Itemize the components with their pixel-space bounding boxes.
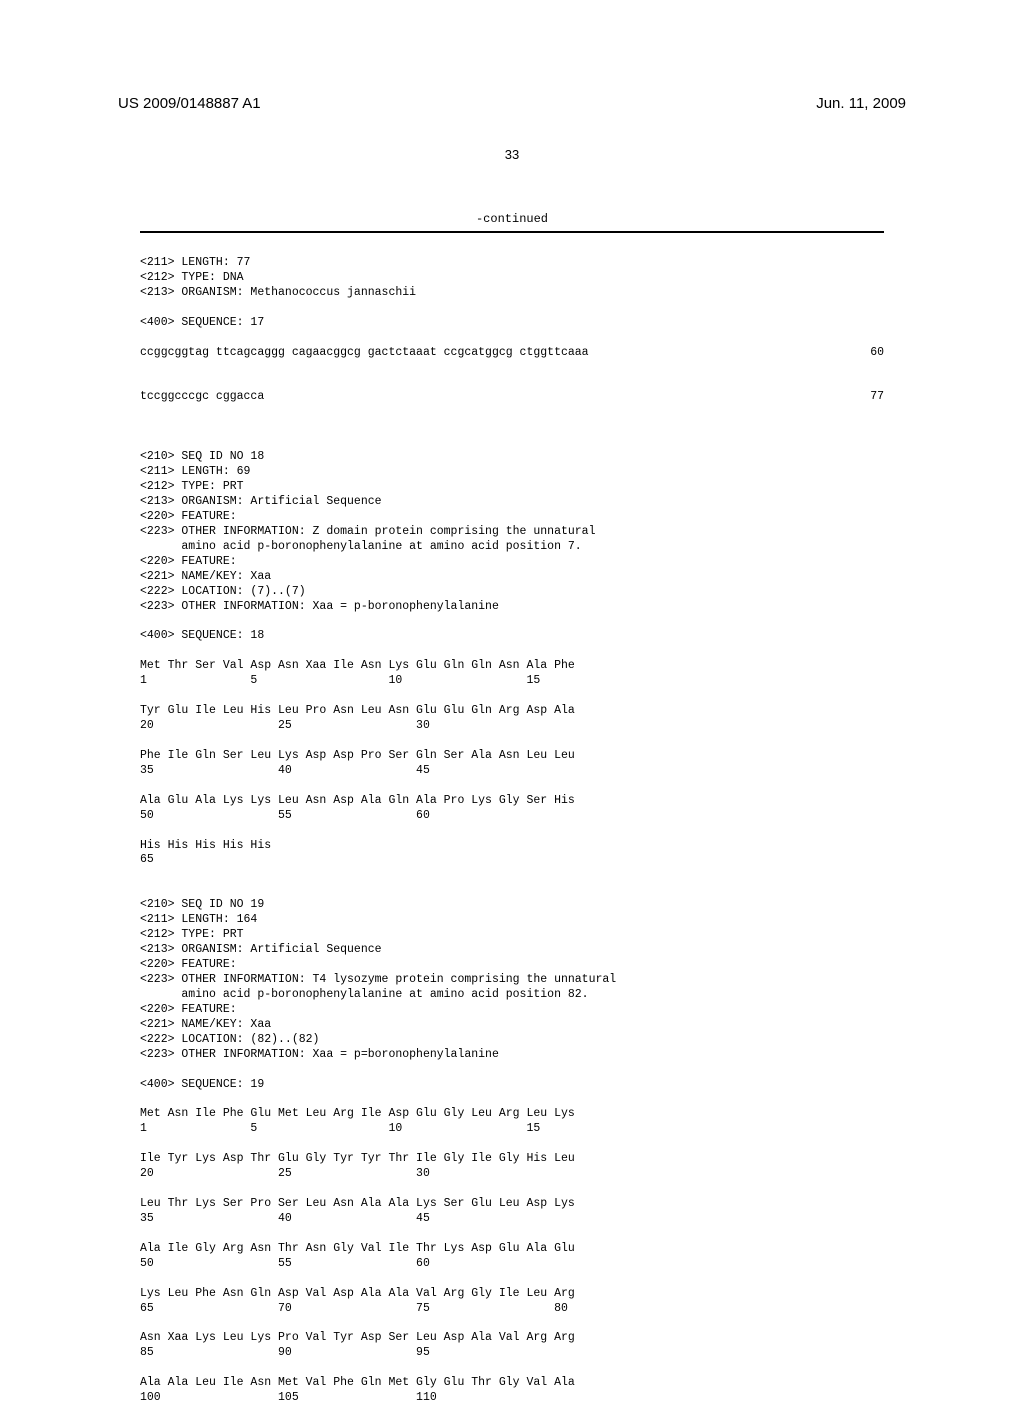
seq19-protein-nums3: 35 40 45	[140, 1212, 430, 1225]
seq18-protein-row1: Met Thr Ser Val Asp Asn Xaa Ile Asn Lys …	[140, 659, 575, 672]
seq17-dna-line2: tccggcccgc cggacca	[140, 390, 830, 405]
page-header: US 2009/0148887 A1 Jun. 11, 2009	[0, 0, 1024, 112]
continued-label: -continued	[140, 212, 884, 231]
seq18-protein-nums1: 1 5 10 15	[140, 674, 540, 687]
seq19-type: <212> TYPE: PRT	[140, 928, 244, 941]
seq19-location: <222> LOCATION: (82)..(82)	[140, 1033, 319, 1046]
seq18-other-info1b: amino acid p-boronophenylalanine at amin…	[140, 540, 582, 553]
seq17-length: <211> LENGTH: 77	[140, 256, 250, 269]
seq19-protein-nums6: 85 90 95	[140, 1346, 430, 1359]
seq19-protein-row3: Leu Thr Lys Ser Pro Ser Leu Asn Ala Ala …	[140, 1197, 575, 1210]
seq19-protein-row7: Ala Ala Leu Ile Asn Met Val Phe Gln Met …	[140, 1376, 575, 1389]
seq18-protein-nums4: 50 55 60	[140, 809, 430, 822]
sequence-listing: <211> LENGTH: 77 <212> TYPE: DNA <213> O…	[140, 241, 884, 1406]
seq18-type: <212> TYPE: PRT	[140, 480, 244, 493]
seq18-location: <222> LOCATION: (7)..(7)	[140, 585, 306, 598]
seq19-length: <211> LENGTH: 164	[140, 913, 257, 926]
seq19-protein-nums4: 50 55 60	[140, 1257, 430, 1270]
seq17-sequence-tag: <400> SEQUENCE: 17	[140, 316, 264, 329]
seq19-name-key: <221> NAME/KEY: Xaa	[140, 1018, 271, 1031]
seq18-sequence-tag: <400> SEQUENCE: 18	[140, 629, 264, 642]
separator-line	[140, 231, 884, 233]
seq18-protein-nums3: 35 40 45	[140, 764, 430, 777]
seq18-protein-nums2: 20 25 30	[140, 719, 430, 732]
seq18-protein-row4: Ala Glu Ala Lys Lys Leu Asn Asp Ala Gln …	[140, 794, 575, 807]
seq17-num2: 77	[830, 390, 884, 405]
seq18-feature2: <220> FEATURE:	[140, 555, 237, 568]
seq18-protein-row2: Tyr Glu Ile Leu His Leu Pro Asn Leu Asn …	[140, 704, 575, 717]
seq19-protein-row1: Met Asn Ile Phe Glu Met Leu Arg Ile Asp …	[140, 1107, 575, 1120]
seq19-protein-row4: Ala Ile Gly Arg Asn Thr Asn Gly Val Ile …	[140, 1242, 575, 1255]
seq19-protein-nums7: 100 105 110	[140, 1391, 437, 1404]
seq19-other-info1b: amino acid p-boronophenylalanine at amin…	[140, 988, 589, 1001]
seq19-protein-row5: Lys Leu Phe Asn Gln Asp Val Asp Ala Ala …	[140, 1287, 575, 1300]
document-date: Jun. 11, 2009	[816, 95, 906, 112]
seq18-feature1: <220> FEATURE:	[140, 510, 237, 523]
seq19-feature1: <220> FEATURE:	[140, 958, 237, 971]
seq19-id: <210> SEQ ID NO 19	[140, 898, 264, 911]
seq19-protein-nums5: 65 70 75 80	[140, 1302, 568, 1315]
seq18-id: <210> SEQ ID NO 18	[140, 450, 264, 463]
document-number: US 2009/0148887 A1	[118, 95, 261, 112]
seq17-type: <212> TYPE: DNA	[140, 271, 244, 284]
seq19-protein-row6: Asn Xaa Lys Leu Lys Pro Val Tyr Asp Ser …	[140, 1331, 575, 1344]
seq19-other-info2: <223> OTHER INFORMATION: Xaa = p=boronop…	[140, 1048, 499, 1061]
seq19-protein-row2: Ile Tyr Lys Asp Thr Glu Gly Tyr Tyr Thr …	[140, 1152, 575, 1165]
seq19-protein-nums1: 1 5 10 15	[140, 1122, 540, 1135]
seq18-protein-nums5: 65	[140, 853, 154, 866]
seq17-dna-line1: ccggcggtag ttcagcaggg cagaacggcg gactcta…	[140, 346, 830, 361]
seq18-other-info2: <223> OTHER INFORMATION: Xaa = p-boronop…	[140, 600, 499, 613]
seq19-other-info1: <223> OTHER INFORMATION: T4 lysozyme pro…	[140, 973, 616, 986]
seq18-other-info1: <223> OTHER INFORMATION: Z domain protei…	[140, 525, 595, 538]
seq17-num1: 60	[830, 346, 884, 361]
seq19-feature2: <220> FEATURE:	[140, 1003, 237, 1016]
main-content: -continued <211> LENGTH: 77 <212> TYPE: …	[0, 162, 1024, 1406]
seq18-protein-row5: His His His His His	[140, 839, 271, 852]
page-number: 33	[0, 112, 1024, 162]
seq19-sequence-tag: <400> SEQUENCE: 19	[140, 1078, 264, 1091]
seq18-name-key: <221> NAME/KEY: Xaa	[140, 570, 271, 583]
seq18-organism: <213> ORGANISM: Artificial Sequence	[140, 495, 382, 508]
seq19-protein-nums2: 20 25 30	[140, 1167, 430, 1180]
seq17-organism: <213> ORGANISM: Methanococcus jannaschii	[140, 286, 416, 299]
seq18-length: <211> LENGTH: 69	[140, 465, 250, 478]
seq19-organism: <213> ORGANISM: Artificial Sequence	[140, 943, 382, 956]
seq18-protein-row3: Phe Ile Gln Ser Leu Lys Asp Asp Pro Ser …	[140, 749, 575, 762]
